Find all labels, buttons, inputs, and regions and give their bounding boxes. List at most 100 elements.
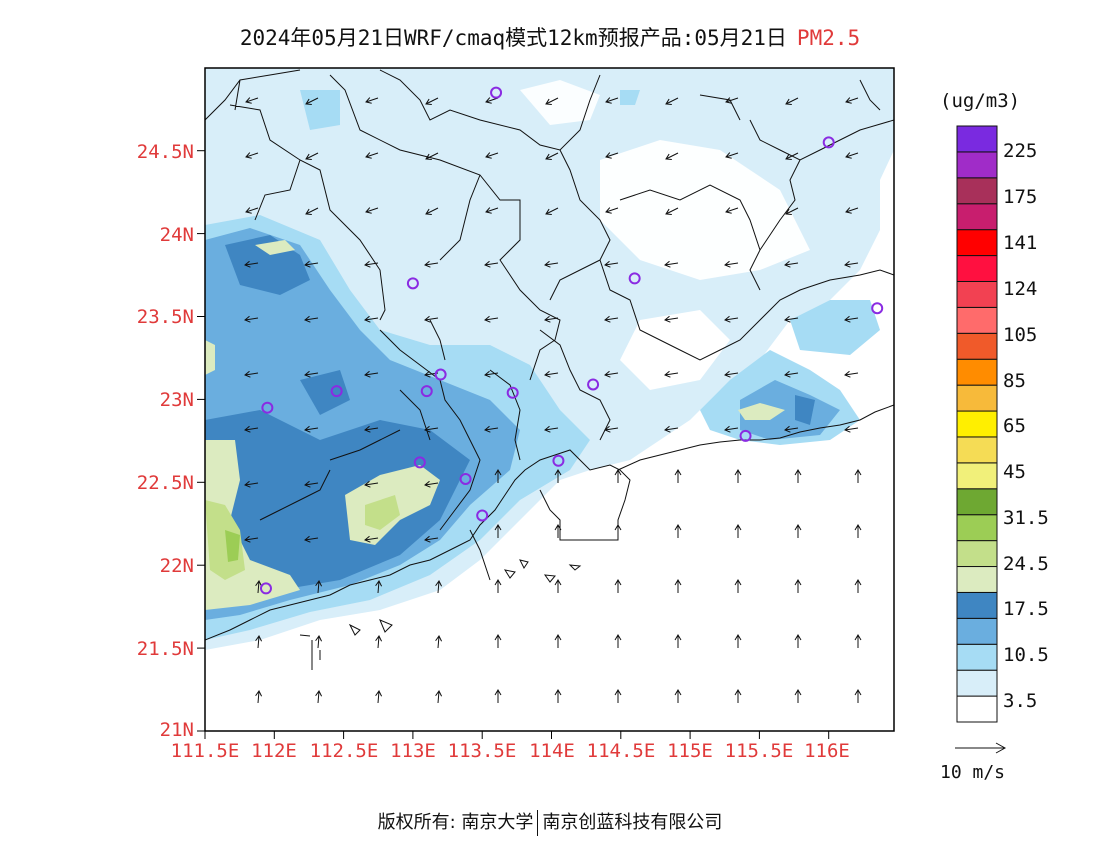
x-tick-label: 112E bbox=[251, 740, 297, 762]
wind-arrow bbox=[785, 97, 799, 105]
colorbar-swatch bbox=[956, 695, 998, 723]
islands bbox=[299, 559, 582, 670]
wind-arrow bbox=[845, 97, 859, 104]
pollutant-name: PM2.5 bbox=[796, 26, 861, 50]
station-marker bbox=[822, 136, 835, 149]
wind-arrow bbox=[845, 152, 859, 159]
wind-arrow bbox=[665, 152, 679, 160]
wind-arrow bbox=[844, 425, 859, 433]
wind-arrow bbox=[425, 97, 439, 105]
x-tick-label: 115.5E bbox=[724, 740, 794, 762]
colorbar-label: 225 bbox=[1003, 140, 1038, 162]
colorbar-swatch bbox=[956, 514, 998, 542]
station-marker bbox=[406, 277, 419, 290]
wind-arrow bbox=[725, 207, 739, 214]
wind-arrow bbox=[375, 690, 383, 704]
wind-arrow bbox=[304, 535, 319, 543]
wind-arrow bbox=[725, 152, 739, 159]
wind-arrow bbox=[664, 315, 679, 323]
title-text: 2024年05月21日WRF/cmaq模式12km预报产品:05月21日 bbox=[239, 26, 787, 50]
wind-arrow bbox=[315, 580, 323, 594]
wind-arrow bbox=[304, 260, 319, 268]
wind-arrow bbox=[545, 152, 559, 160]
wind-arrow bbox=[604, 315, 619, 323]
station-marker bbox=[871, 302, 884, 315]
colorbar-label: 85 bbox=[1003, 370, 1026, 392]
x-tick-label: 112.5E bbox=[309, 740, 379, 762]
footer-left: 版权所有: 南京大学 bbox=[377, 812, 534, 833]
wind-arrow bbox=[244, 480, 259, 488]
colorbar-swatch bbox=[956, 125, 998, 153]
wind-arrow bbox=[614, 689, 622, 703]
x-tick-label: 115E bbox=[667, 740, 713, 762]
x-tick-label: 114E bbox=[529, 740, 575, 762]
station-marker bbox=[739, 429, 752, 442]
wind-arrow bbox=[484, 260, 499, 268]
wind-arrow bbox=[304, 315, 319, 323]
x-tick-label: 111.5E bbox=[170, 740, 240, 762]
station-marker bbox=[506, 386, 519, 399]
wind-arrow bbox=[605, 152, 619, 159]
wind-arrow bbox=[364, 535, 379, 543]
wind-arrow bbox=[485, 207, 499, 214]
y-tick-label: 23N bbox=[159, 389, 194, 411]
wind-arrow bbox=[724, 315, 739, 323]
colorbar bbox=[956, 125, 998, 723]
wind-arrow bbox=[375, 580, 383, 594]
map-title: 2024年05月21日WRF/cmaq模式12km预报产品:05月21日 PM2.… bbox=[0, 22, 1100, 52]
wind-arrow bbox=[724, 260, 739, 268]
wind-arrow bbox=[424, 315, 439, 323]
wind-arrow bbox=[485, 152, 499, 159]
wind-arrow bbox=[614, 469, 622, 483]
wind-arrow bbox=[844, 370, 859, 378]
wind-arrow bbox=[665, 97, 679, 105]
wind-arrow bbox=[494, 524, 502, 538]
wind-arrow bbox=[494, 469, 502, 483]
colorbar-swatch bbox=[956, 177, 998, 205]
wind-arrow bbox=[424, 535, 439, 543]
station-markers bbox=[259, 86, 884, 595]
wind-arrow bbox=[794, 634, 802, 648]
wind-arrow bbox=[244, 315, 259, 323]
wind-arrow bbox=[315, 690, 323, 704]
wind-arrow bbox=[365, 152, 379, 159]
x-tick-label: 113E bbox=[390, 740, 436, 762]
wind-arrow bbox=[305, 152, 319, 160]
wind-arrow bbox=[304, 480, 319, 488]
wind-arrow bbox=[484, 425, 499, 433]
wind-arrow bbox=[494, 689, 502, 703]
colorbar-label: 45 bbox=[1003, 461, 1026, 483]
station-marker bbox=[476, 509, 489, 522]
province-boundary bbox=[205, 69, 894, 581]
wind-arrow bbox=[674, 524, 682, 538]
wind-arrow bbox=[544, 260, 559, 268]
wind-arrow bbox=[614, 524, 622, 538]
colorbar-swatch bbox=[956, 280, 998, 308]
y-tick-label: 24N bbox=[159, 224, 194, 246]
wind-arrow bbox=[734, 579, 742, 593]
wind-arrow bbox=[425, 207, 439, 215]
wind-arrow bbox=[844, 260, 859, 268]
reference-vector bbox=[955, 742, 1007, 754]
wind-arrow bbox=[665, 207, 679, 215]
station-marker bbox=[587, 378, 600, 391]
wind-arrow bbox=[364, 425, 379, 433]
wind-arrow bbox=[244, 425, 259, 433]
wind-arrow bbox=[304, 425, 319, 433]
colorbar-swatch bbox=[956, 384, 998, 412]
station-marker bbox=[434, 368, 447, 381]
wind-arrow bbox=[544, 315, 559, 323]
colorbar-swatch bbox=[956, 617, 998, 645]
station-marker bbox=[459, 472, 472, 485]
colorbar-label: 105 bbox=[1003, 324, 1038, 346]
station-marker bbox=[628, 272, 641, 285]
reference-vector-label: 10 m/s bbox=[940, 762, 1006, 783]
x-tick-label: 114.5E bbox=[586, 740, 656, 762]
wind-arrow bbox=[604, 370, 619, 378]
colorbar-swatch bbox=[956, 358, 998, 386]
wind-arrow bbox=[425, 152, 439, 160]
colorbar-swatch bbox=[956, 591, 998, 619]
colorbar-swatch bbox=[956, 669, 998, 697]
wind-arrow bbox=[664, 260, 679, 268]
wind-arrow bbox=[364, 370, 379, 378]
